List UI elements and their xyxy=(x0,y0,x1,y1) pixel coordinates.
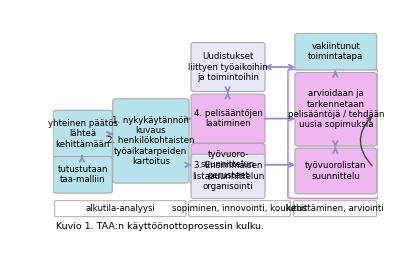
FancyBboxPatch shape xyxy=(113,99,189,183)
Text: vakiintunut
toimintatapa: vakiintunut toimintatapa xyxy=(308,42,363,61)
FancyBboxPatch shape xyxy=(191,154,265,198)
FancyBboxPatch shape xyxy=(191,144,265,186)
Text: kehittäminen, arviointi: kehittäminen, arviointi xyxy=(286,204,384,213)
Text: tutustutaan
taa-malliin: tutustutaan taa-malliin xyxy=(58,165,108,184)
Text: 3. Ensimmäisen
listasuunnittelun
organisointi: 3. Ensimmäisen listasuunnittelun organis… xyxy=(192,161,264,191)
FancyBboxPatch shape xyxy=(53,156,112,193)
Text: 1. nykykäytännön
kuvaus
2. henkilökohtaisten
työaikatarpeiden
kartoitus: 1. nykykäytännön kuvaus 2. henkilökohtai… xyxy=(107,116,195,166)
Text: työvuorolistan
suunnittelu: työvuorolistan suunnittelu xyxy=(305,161,367,181)
FancyBboxPatch shape xyxy=(191,94,265,143)
FancyBboxPatch shape xyxy=(191,43,265,91)
Text: 4. pelisääntöjen
laatiminen: 4. pelisääntöjen laatiminen xyxy=(194,109,262,128)
FancyBboxPatch shape xyxy=(189,201,291,217)
FancyBboxPatch shape xyxy=(294,201,376,217)
Text: Kuvio 1. TAA:n käyttöönottoprosessin kulku.: Kuvio 1. TAA:n käyttöönottoprosessin kul… xyxy=(56,222,264,231)
Text: arvioidaan ja
tarkennetaan
pelisääntöjä / tehdään
uusia sopimuksia: arvioidaan ja tarkennetaan pelisääntöjä … xyxy=(288,89,384,129)
FancyBboxPatch shape xyxy=(53,110,112,158)
Text: työvuoro-
suunnittelun
perusteet: työvuoro- suunnittelun perusteet xyxy=(201,150,255,180)
FancyBboxPatch shape xyxy=(295,148,377,194)
FancyBboxPatch shape xyxy=(55,201,186,217)
FancyBboxPatch shape xyxy=(295,73,377,146)
Text: yhteinen päätös
lähteä
kehittämään: yhteinen päätös lähteä kehittämään xyxy=(48,119,118,149)
Text: sopiminen, innovointi, koulutus: sopiminen, innovointi, koulutus xyxy=(172,204,307,213)
FancyBboxPatch shape xyxy=(295,33,377,70)
Text: alkutila-analyysi: alkutila-analyysi xyxy=(85,204,155,213)
Text: Uudistukset
liittyen työaikoihin
ja toimintoihin: Uudistukset liittyen työaikoihin ja toim… xyxy=(188,52,268,82)
